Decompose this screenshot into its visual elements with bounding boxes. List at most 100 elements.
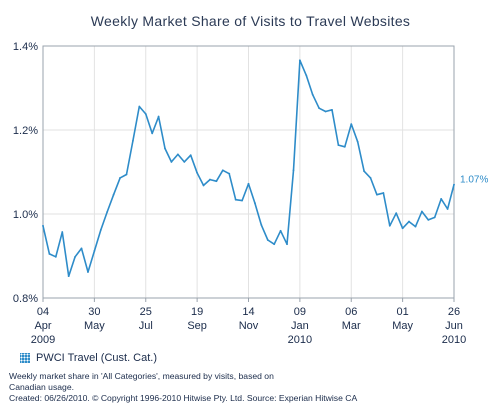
data-point [202, 184, 205, 187]
x-tick-labels: 04 Apr 2009 30 May 25 Jul 19 Sep 14 Nov 09 Jan 2010 06… [31, 306, 466, 345]
data-point [350, 123, 353, 126]
footer-credits: Created: 06/26/2010. © Copyright 1996-20… [9, 393, 358, 403]
data-point [260, 224, 263, 226]
data-point [266, 239, 269, 241]
data-point [80, 247, 83, 250]
footer-notes: Weekly market share in 'All Categories',… [9, 371, 489, 404]
data-point [241, 199, 243, 202]
axes [42, 45, 455, 302]
x-tick-label: 09 [294, 306, 306, 318]
data-point [93, 250, 96, 252]
y-tick-label: 0.8% [13, 293, 38, 305]
x-tick-label: 01 [397, 306, 409, 318]
data-point [176, 153, 179, 156]
data-point [164, 147, 166, 150]
x-tick-label: May [84, 320, 105, 332]
data-point [151, 132, 154, 135]
legend: PWCI Travel (Cust. Cat.) [20, 352, 157, 364]
data-point [376, 193, 378, 196]
data-point [106, 211, 109, 213]
y-tick-labels: 1.4% 1.2% 1.0% 0.8% [13, 41, 38, 305]
data-point [99, 229, 102, 231]
data-point [125, 173, 128, 176]
data-point [356, 140, 359, 143]
y-tick-label: 1.2% [13, 125, 38, 137]
data-point [286, 243, 288, 246]
x-tick-label: 2009 [31, 334, 55, 345]
grid-lines [43, 46, 454, 298]
data-point [234, 198, 237, 201]
data-point [369, 176, 372, 179]
data-point [144, 113, 147, 115]
data-point [42, 224, 44, 227]
x-tick-label: Jan [291, 320, 309, 332]
data-point [196, 171, 199, 174]
x-tick-label: 14 [242, 306, 254, 318]
y-tick-label: 1.0% [13, 209, 38, 221]
x-tick-label: Nov [239, 320, 259, 332]
data-point [318, 107, 321, 110]
x-tick-label: Jul [139, 320, 153, 332]
x-tick-label: May [392, 320, 413, 332]
data-point [67, 275, 70, 278]
data-point [112, 193, 115, 196]
x-tick-label: Sep [187, 320, 207, 332]
x-tick-label: Mar [342, 320, 361, 332]
data-point [343, 145, 346, 148]
data-point [292, 169, 295, 172]
x-tick-label: 30 [88, 306, 100, 318]
data-point [221, 169, 224, 172]
data-point [298, 59, 301, 62]
data-point [305, 74, 308, 77]
x-tick-label: 04 [37, 306, 49, 318]
data-point [453, 183, 455, 186]
data-point [382, 192, 385, 194]
data-point [311, 93, 314, 96]
end-value-label: 1.07% [460, 175, 488, 186]
data-point [414, 225, 417, 228]
x-tick-label: 25 [140, 306, 152, 318]
data-point [74, 255, 77, 258]
data-point [446, 208, 449, 210]
data-point [331, 108, 333, 111]
data-point [87, 271, 89, 273]
data-point [324, 110, 327, 113]
data-point [433, 216, 436, 219]
data-point [279, 229, 282, 232]
data-point [54, 255, 57, 258]
data-point [61, 231, 64, 233]
x-tick-label: 26 [448, 306, 460, 318]
data-point [189, 154, 192, 157]
y-tick-label: 1.4% [13, 41, 38, 53]
data-point [363, 170, 365, 173]
data-point [183, 161, 186, 163]
data-point [48, 253, 51, 255]
data-point [440, 197, 443, 200]
data-point [138, 105, 141, 108]
data-point [337, 144, 340, 147]
line-chart: 1.4% 1.2% 1.0% 0.8% 04 Apr 2009 30 May 25 Jul 19 Se… [13, 41, 489, 345]
data-point [427, 218, 430, 221]
data-point [401, 227, 404, 230]
data-point [420, 210, 423, 213]
data-point [388, 224, 391, 227]
x-tick-label: 06 [345, 306, 357, 318]
x-tick-label: Jun [445, 320, 463, 332]
legend-label: PWCI Travel (Cust. Cat.) [36, 352, 158, 364]
plot-frame [42, 45, 455, 299]
data-point [209, 178, 211, 181]
x-tick-label: 19 [191, 306, 203, 318]
legend-swatch [20, 353, 30, 363]
data-point [170, 161, 173, 163]
data-point [228, 172, 231, 175]
x-tick-label: Apr [34, 320, 51, 332]
x-tick-label: 2010 [288, 334, 312, 345]
data-point [215, 180, 218, 183]
data-point [132, 140, 134, 142]
data-point [247, 182, 250, 185]
data-point [408, 220, 410, 223]
series-layer: 1.07% [42, 59, 488, 278]
data-point [157, 115, 160, 118]
chart-title: Weekly Market Share of Visits to Travel … [90, 13, 411, 29]
